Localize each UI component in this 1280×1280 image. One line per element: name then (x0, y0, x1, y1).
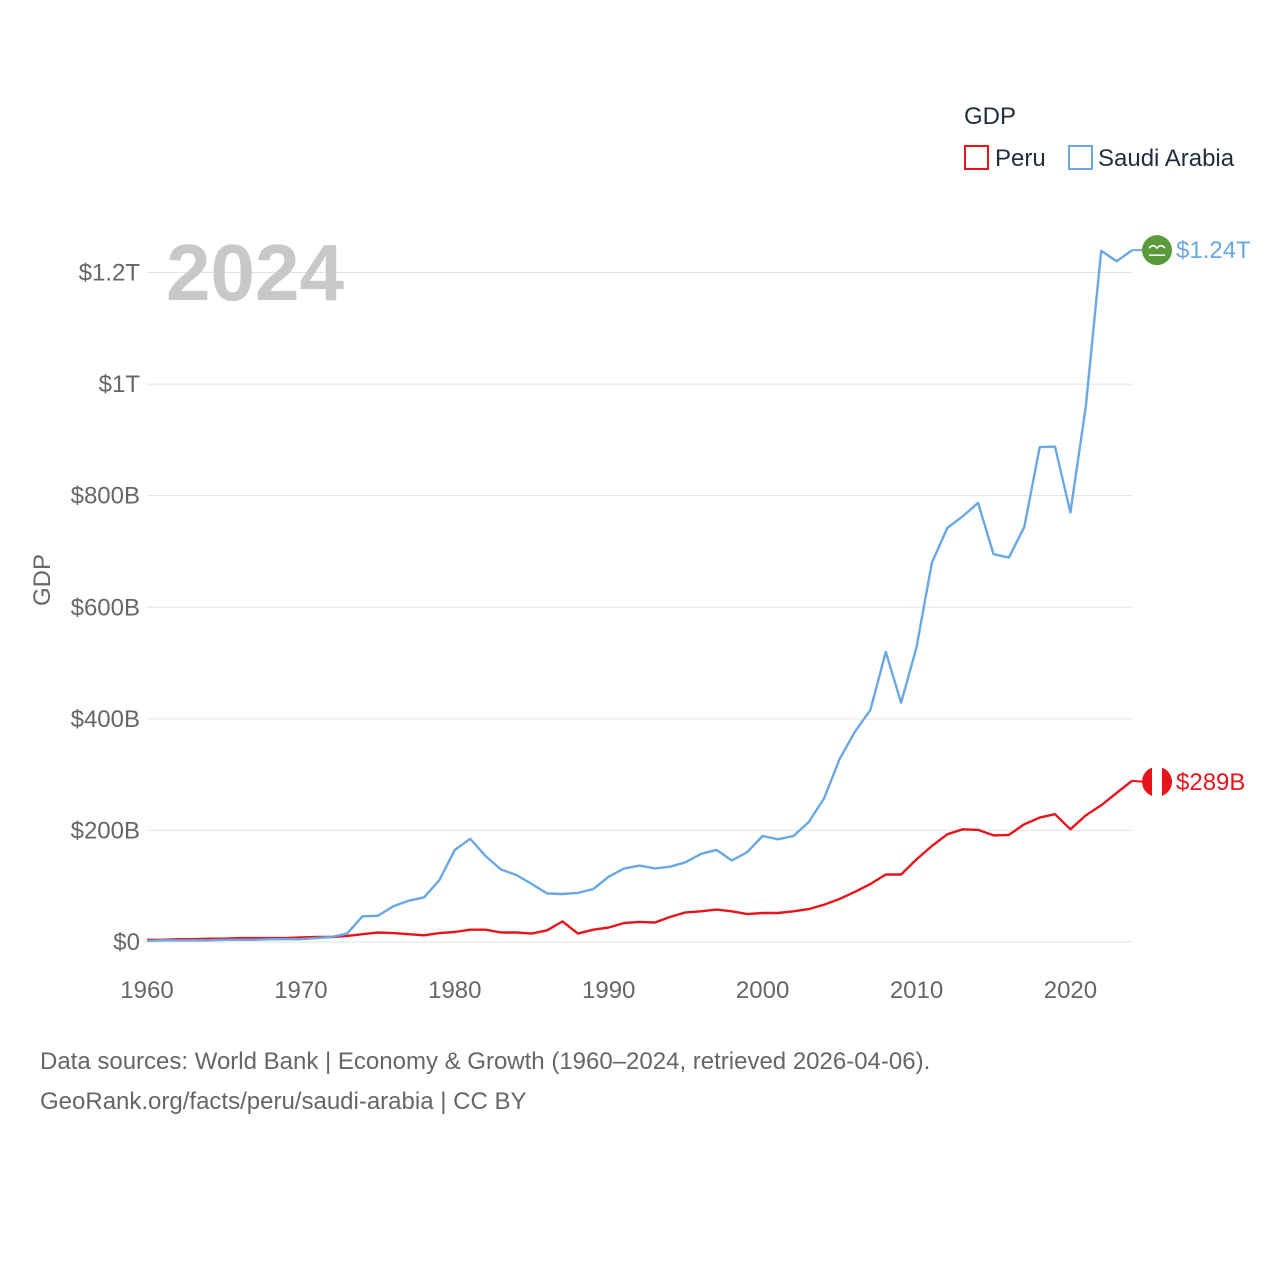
y-axis-label: GDP (29, 554, 56, 606)
y-tick-label: $800B (71, 483, 140, 510)
x-tick-label: 1970 (274, 977, 327, 1004)
y-tick-label: $200B (71, 817, 140, 844)
peru-flag-icon (1142, 766, 1172, 797)
series-line-saudi-arabia (146, 249, 1133, 943)
saudi-arabia-flag-icon (1142, 235, 1172, 266)
footer-sources: Data sources: World Bank | Economy & Gro… (40, 1048, 931, 1075)
end-markers: $289B $1.24T (1131, 235, 1251, 797)
legend-label-saudi-arabia[interactable]: Saudi Arabia (1098, 145, 1235, 172)
y-tick-label: $1.2T (79, 260, 141, 287)
source-footer: Data sources: World Bank | Economy & Gro… (40, 1042, 930, 1122)
x-tick-label: 2010 (890, 977, 943, 1004)
y-tick-label: $1T (99, 371, 141, 398)
x-tick-label: 1980 (428, 977, 481, 1004)
gdp-line-chart: $0$200B$400B$600B$800B$1T$1.2T 1960 1970 1… (29, 103, 1251, 1004)
gridlines (147, 272, 1132, 943)
x-tick-label: 1960 (120, 977, 173, 1004)
series-lines (146, 249, 1133, 943)
legend-swatch-saudi-arabia[interactable] (1068, 145, 1093, 170)
end-connector (1131, 779, 1144, 783)
legend: GDP Peru Saudi Arabia (964, 103, 1235, 172)
end-value-label: $289B (1176, 769, 1245, 796)
end-value-label: $1.24T (1176, 237, 1251, 264)
y-tick-label: $0 (113, 929, 140, 956)
x-tick-label: 1990 (582, 977, 635, 1004)
x-tick-label: 2020 (1044, 977, 1097, 1004)
y-axis-ticks: $0 $200B $400B $600B $800B $1T $1.2T (71, 260, 141, 957)
legend-swatch-peru[interactable] (964, 145, 989, 170)
series-line-peru (147, 779, 1133, 941)
year-watermark: 2024 (166, 228, 344, 317)
x-tick-label: 2000 (736, 977, 789, 1004)
legend-title: GDP (964, 103, 1016, 130)
footer-link: GeoRank.org/facts/peru/saudi-arabia | CC… (40, 1088, 527, 1115)
y-tick-label: $600B (71, 594, 140, 621)
x-axis-ticks: 1960 1970 1980 1990 2000 2010 2020 (120, 977, 1097, 1004)
legend-label-peru[interactable]: Peru (995, 145, 1046, 172)
y-tick-label: $400B (71, 706, 140, 733)
